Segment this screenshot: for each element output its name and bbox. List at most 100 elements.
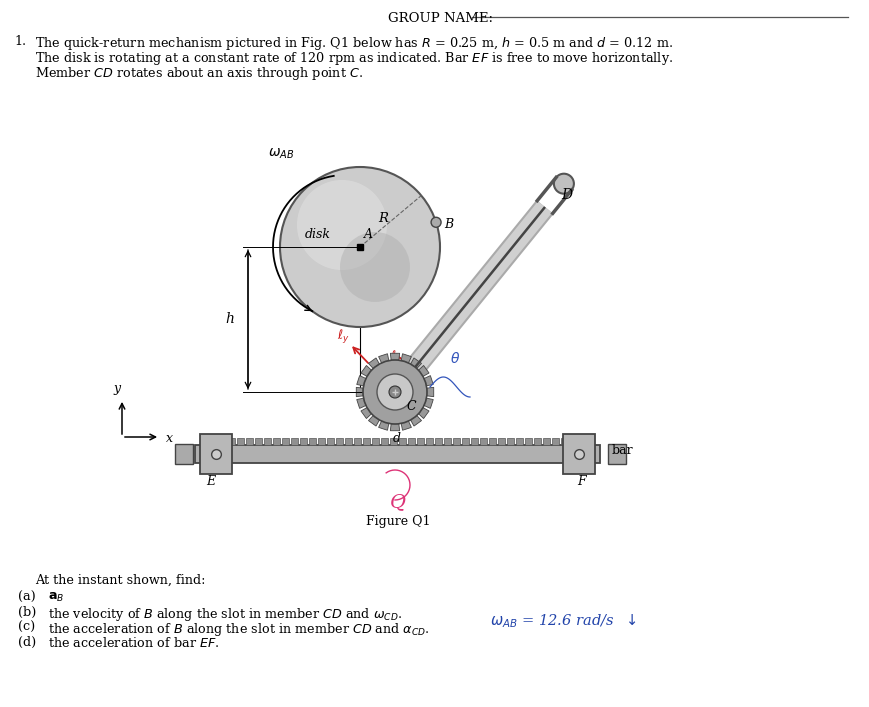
Text: R: R (377, 213, 388, 226)
Polygon shape (327, 438, 334, 445)
Text: F: F (577, 475, 586, 488)
Polygon shape (515, 438, 522, 445)
Polygon shape (378, 421, 388, 431)
Text: At the instant shown, find:: At the instant shown, find: (35, 574, 205, 587)
Polygon shape (401, 421, 411, 431)
Text: Q: Q (389, 493, 406, 511)
Polygon shape (389, 438, 397, 445)
Polygon shape (542, 438, 549, 445)
Text: h: h (225, 312, 234, 327)
Polygon shape (354, 438, 361, 445)
Text: $\ell_x$: $\ell_x$ (389, 349, 401, 365)
Polygon shape (416, 438, 424, 445)
Text: $\ell_y$: $\ell_y$ (336, 328, 349, 346)
Polygon shape (362, 438, 370, 445)
Polygon shape (534, 438, 541, 445)
Polygon shape (497, 438, 505, 445)
Text: The disk is rotating at a constant rate of 120 rpm as indicated. Bar $EF$ is fre: The disk is rotating at a constant rate … (35, 50, 673, 67)
Text: the velocity of $B$ along the slot in member $CD$ and $\omega_{CD}$.: the velocity of $B$ along the slot in me… (48, 606, 401, 623)
Bar (562, 434, 594, 474)
Polygon shape (356, 387, 363, 397)
Polygon shape (390, 354, 399, 361)
Polygon shape (368, 416, 379, 426)
Polygon shape (368, 358, 379, 368)
Text: E: E (206, 475, 216, 488)
Bar (195, 445, 600, 463)
Circle shape (430, 217, 441, 227)
Polygon shape (569, 438, 576, 445)
Polygon shape (418, 407, 428, 419)
Polygon shape (399, 438, 406, 445)
Polygon shape (561, 438, 567, 445)
Text: $\omega_{AB}$ = 12.6 rad/s  $\downarrow$: $\omega_{AB}$ = 12.6 rad/s $\downarrow$ (489, 612, 636, 630)
Text: disk: disk (305, 228, 330, 242)
Text: (c): (c) (18, 621, 36, 634)
Text: D: D (561, 188, 572, 202)
Text: (a): (a) (18, 591, 36, 604)
Text: C: C (407, 400, 416, 413)
Polygon shape (453, 438, 460, 445)
Polygon shape (263, 438, 271, 445)
Polygon shape (401, 354, 411, 363)
Text: $\theta$: $\theta$ (449, 351, 460, 366)
Text: Member $CD$ rotates about an axis through point $C$.: Member $CD$ rotates about an axis throug… (35, 65, 362, 82)
Text: bar: bar (611, 445, 633, 457)
Polygon shape (410, 358, 421, 368)
Polygon shape (273, 438, 280, 445)
Circle shape (554, 174, 574, 194)
Polygon shape (423, 398, 433, 409)
Text: A: A (363, 228, 373, 241)
Text: d: d (393, 432, 401, 445)
Text: B: B (443, 218, 453, 230)
Polygon shape (410, 416, 421, 426)
Polygon shape (361, 407, 371, 419)
Polygon shape (290, 438, 298, 445)
Polygon shape (423, 375, 433, 386)
Polygon shape (361, 366, 371, 376)
Polygon shape (551, 438, 559, 445)
Polygon shape (335, 438, 342, 445)
Text: (d): (d) (18, 636, 36, 649)
Polygon shape (426, 438, 433, 445)
Text: (b): (b) (18, 606, 36, 619)
Polygon shape (308, 438, 315, 445)
Polygon shape (282, 438, 289, 445)
Polygon shape (372, 438, 379, 445)
Polygon shape (480, 438, 487, 445)
Text: GROUP NAME:: GROUP NAME: (388, 12, 493, 25)
Polygon shape (228, 438, 235, 445)
Polygon shape (236, 438, 244, 445)
Circle shape (340, 232, 409, 302)
Polygon shape (345, 438, 352, 445)
Polygon shape (461, 438, 468, 445)
Polygon shape (418, 366, 428, 376)
Text: 1.: 1. (15, 35, 27, 48)
Polygon shape (579, 438, 586, 445)
Polygon shape (507, 438, 514, 445)
Polygon shape (246, 438, 253, 445)
Polygon shape (443, 438, 451, 445)
Bar (175, 444, 193, 464)
Text: Figure Q1: Figure Q1 (365, 515, 430, 529)
Circle shape (362, 360, 427, 424)
Circle shape (280, 167, 440, 327)
Circle shape (296, 180, 387, 270)
Text: $\omega_{AB}$: $\omega_{AB}$ (268, 147, 294, 161)
Bar (200, 434, 232, 474)
Polygon shape (408, 438, 415, 445)
Polygon shape (434, 438, 441, 445)
Text: The quick-return mechanism pictured in Fig. Q1 below has $R$ = 0.25 m, $h$ = 0.5: The quick-return mechanism pictured in F… (35, 35, 673, 52)
Text: the acceleration of $B$ along the slot in member $CD$ and $\alpha_{CD}$.: the acceleration of $B$ along the slot i… (48, 621, 429, 638)
Text: x: x (166, 433, 173, 445)
Polygon shape (488, 438, 495, 445)
Polygon shape (427, 387, 434, 397)
Polygon shape (318, 438, 325, 445)
Polygon shape (255, 438, 262, 445)
Polygon shape (356, 375, 366, 386)
Polygon shape (300, 438, 307, 445)
Circle shape (376, 374, 413, 410)
Circle shape (388, 386, 401, 398)
Text: y: y (113, 382, 121, 395)
Bar (607, 444, 626, 464)
Polygon shape (209, 438, 217, 445)
